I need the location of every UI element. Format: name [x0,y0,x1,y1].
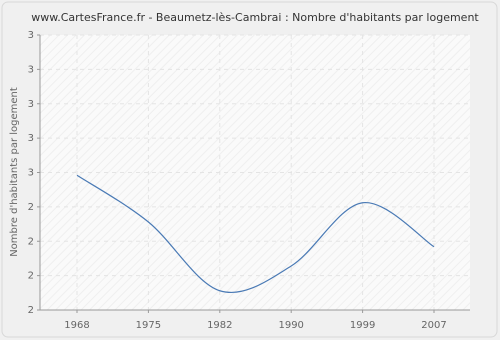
y-axis-label: Nombre d'habitants par logement [9,87,20,257]
data-line [76,174,435,293]
y-tick-label: 2 [28,202,34,213]
y-tick-label: 3 [28,30,34,41]
x-tick-label: 1999 [350,320,375,331]
x-tick-label: 1975 [136,320,161,331]
y-tick-label: 2 [28,305,34,316]
x-tick-label: 1982 [207,320,232,331]
x-tick-label: 1968 [64,320,89,331]
y-tick-label: 3 [28,99,34,110]
chart-title: www.CartesFrance.fr - Beaumetz-lès-Cambr… [31,11,479,24]
x-tick-label: 2007 [421,320,446,331]
y-tick-label: 2 [28,236,34,247]
x-tick-label: 1990 [278,320,303,331]
y-tick-label: 3 [28,133,34,144]
y-tick-label: 2 [28,271,34,282]
plot-area [40,35,470,310]
y-tick-label: 3 [28,168,34,179]
y-tick-label: 3 [28,64,34,75]
